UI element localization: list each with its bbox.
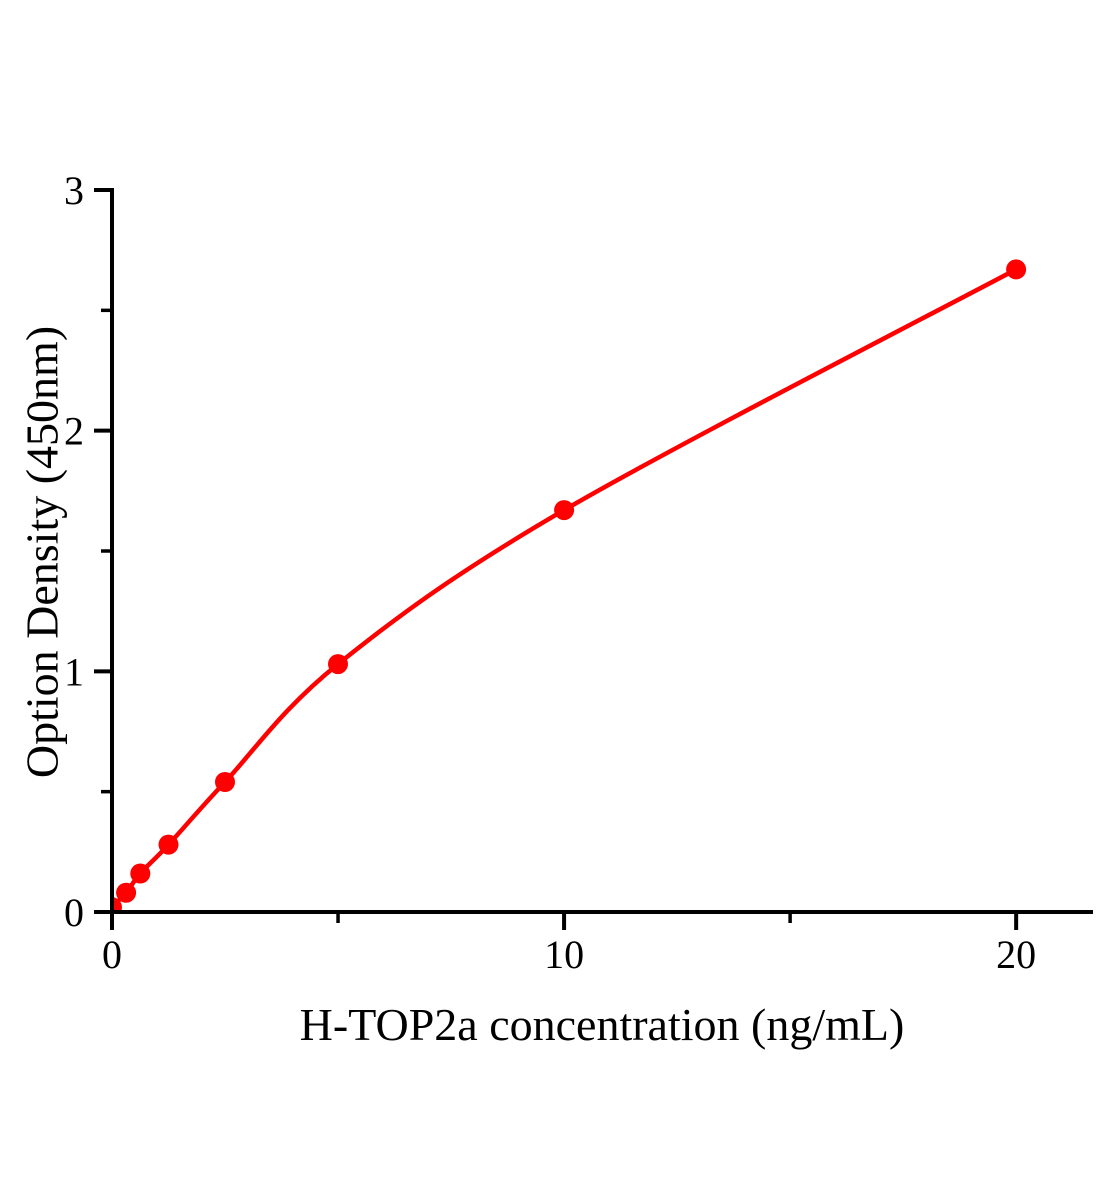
y-tick-label: 0 [64,890,84,935]
data-point-marker [328,654,348,675]
data-point-marker [1006,259,1027,280]
y-axis-title: Option Density (450nm) [16,325,68,779]
x-tick-label: 20 [996,932,1036,977]
data-point-marker [116,882,137,903]
data-point-marker [158,834,179,855]
y-tick-label: 2 [64,409,84,454]
standard-curve-line [114,267,1018,909]
data-point-marker [554,500,575,521]
x-tick-label: 10 [544,932,584,977]
series-group [114,259,1027,910]
data-point-marker [114,897,122,910]
data-point-marker [215,772,235,792]
x-tick-label: 0 [102,932,122,977]
y-tick-label: 1 [64,649,84,694]
data-point-marker [130,863,151,884]
y-tick-label: 3 [64,168,84,213]
x-axis-title: H-TOP2a concentration (ng/mL) [299,999,905,1050]
